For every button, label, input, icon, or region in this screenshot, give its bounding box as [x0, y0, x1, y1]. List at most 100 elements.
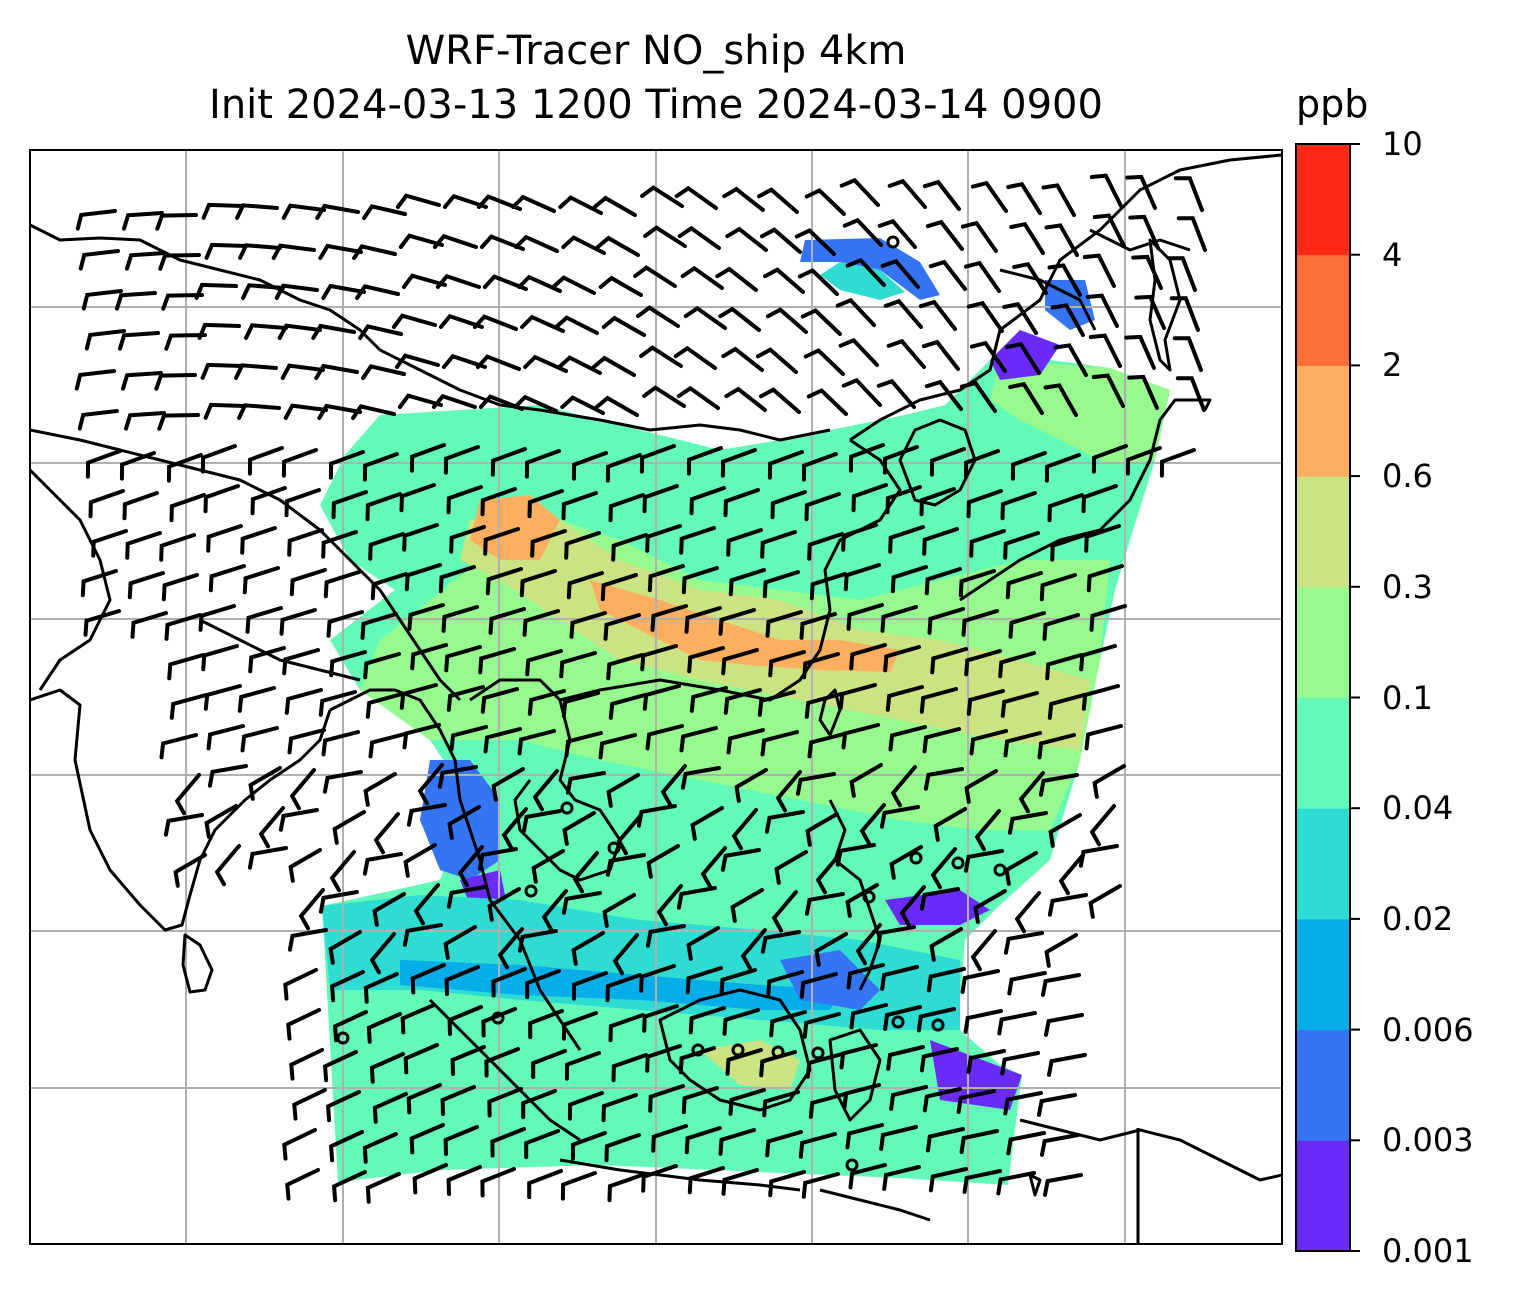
- station-marker: [909, 851, 923, 865]
- wind-barb: [362, 452, 399, 482]
- wind-barb: [130, 611, 168, 639]
- coastline-timor: [1028, 1173, 1042, 1197]
- wind-barb: [886, 1045, 925, 1071]
- wind-barb: [566, 571, 604, 600]
- wind-barb: [122, 211, 164, 231]
- wind-barb: [292, 1088, 327, 1121]
- wind-barb: [764, 810, 805, 834]
- colorbar-tick-label: 0.6: [1382, 457, 1433, 496]
- wind-barb: [527, 489, 564, 519]
- wind-barb: [962, 1169, 1002, 1194]
- wind-barb: [845, 257, 886, 287]
- wind-barb: [279, 608, 317, 636]
- wind-barb: [248, 766, 282, 801]
- wind-barb: [815, 852, 842, 895]
- tracer-region-purple-mid: [885, 890, 990, 925]
- wind-barb: [685, 966, 723, 995]
- tracer-region-se-blue: [780, 950, 880, 1010]
- coastline-sumatra: [428, 998, 581, 1142]
- wind-barb: [771, 890, 798, 933]
- wind-barb: [1044, 1013, 1084, 1037]
- wind-barb: [1050, 303, 1085, 337]
- wind-barb: [115, 291, 157, 311]
- wind-barb: [720, 448, 757, 478]
- wind-barb: [766, 970, 804, 998]
- wind-barb: [551, 275, 596, 295]
- wind-barb: [642, 1004, 679, 1033]
- wind-barb: [447, 1005, 483, 1036]
- wind-barb: [731, 808, 758, 851]
- wind-barb: [680, 265, 724, 290]
- wind-barb: [155, 213, 198, 231]
- wind-barb: [679, 526, 716, 555]
- wind-barb: [1169, 296, 1200, 332]
- wind-barb: [683, 305, 727, 330]
- wind-barb: [591, 355, 636, 377]
- wind-barb: [842, 1083, 881, 1110]
- wind-barb: [483, 727, 522, 754]
- wind-barb: [404, 563, 442, 592]
- wind-barb: [282, 1128, 317, 1161]
- wind-barb: [484, 1047, 520, 1078]
- wind-barb: [407, 603, 445, 631]
- wind-barb: [1086, 564, 1124, 593]
- wind-barb: [203, 484, 240, 514]
- wind-barb: [437, 765, 478, 789]
- wind-barb: [274, 283, 319, 300]
- wind-barb: [689, 486, 726, 516]
- wind-barb: [527, 689, 566, 716]
- wind-barb: [483, 527, 520, 556]
- wind-barb: [1003, 1091, 1043, 1116]
- wind-barb: [157, 413, 200, 431]
- wind-barb: [718, 306, 761, 332]
- wind-barb: [362, 204, 407, 220]
- wind-barb: [1007, 971, 1047, 996]
- wind-barb: [759, 1050, 797, 1078]
- wind-barb: [402, 723, 441, 750]
- wind-barb: [608, 493, 645, 523]
- wind-barb: [930, 647, 968, 675]
- wind-barb: [963, 449, 1000, 479]
- wind-barb: [373, 812, 400, 855]
- colorbar-segment: [1296, 697, 1350, 809]
- wind-barb: [643, 225, 687, 248]
- wind-barb: [835, 843, 876, 867]
- wind-barb: [1041, 973, 1081, 997]
- wind-barb: [769, 1010, 807, 1038]
- wind-barb: [329, 650, 367, 678]
- wind-barb: [805, 1052, 844, 1079]
- wind-barb: [611, 533, 648, 562]
- wind-barb: [959, 1129, 999, 1154]
- wind-barb: [641, 1164, 678, 1193]
- colorbar-segment: [1296, 808, 1350, 920]
- wind-barb: [289, 1048, 324, 1081]
- coastline-okhotsk: [999, 268, 1097, 331]
- wind-barb: [684, 606, 722, 634]
- wind-barb: [410, 643, 448, 671]
- wind-barb: [318, 690, 357, 717]
- wind-barb: [924, 379, 963, 411]
- wind-barb: [446, 885, 487, 909]
- wind-barb: [1005, 341, 1041, 375]
- wind-barb: [1176, 216, 1207, 252]
- wind-barb: [1044, 933, 1078, 968]
- wind-barb: [475, 354, 521, 371]
- wind-barb: [362, 1132, 398, 1164]
- wind-barb: [77, 409, 119, 431]
- wind-barb: [604, 1133, 641, 1163]
- station-marker: [560, 801, 574, 815]
- wind-barb: [804, 892, 845, 916]
- wind-barb: [959, 380, 997, 413]
- wind-barb: [561, 491, 598, 521]
- wind-barb: [281, 448, 318, 478]
- wind-barb: [163, 813, 204, 837]
- wind-barb: [206, 524, 243, 553]
- wind-barb: [85, 449, 122, 479]
- wind-barb: [722, 186, 765, 212]
- wind-barb: [639, 345, 683, 368]
- wind-barb: [450, 1045, 486, 1076]
- wind-barb: [240, 526, 277, 555]
- wind-barb: [801, 1172, 840, 1199]
- coastline-indochina: [469, 678, 622, 882]
- wind-barb: [843, 563, 881, 592]
